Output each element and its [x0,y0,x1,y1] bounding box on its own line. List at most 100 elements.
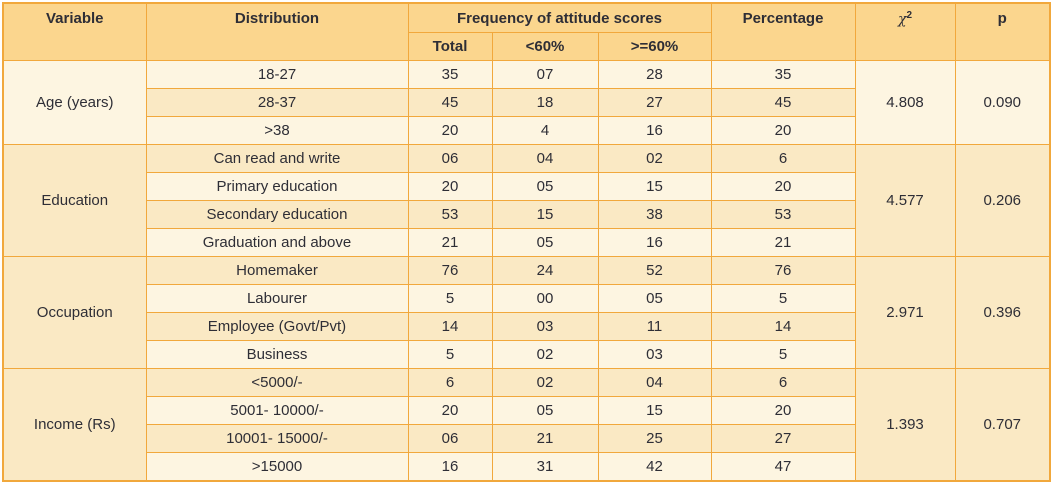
distribution-cell: >38 [145,116,409,145]
variable-cell: Age (years) [2,60,147,145]
table-row: Labourer 5 00 05 5 [3,284,1050,313]
distribution-cell: Employee (Govt/Pvt) [145,312,409,341]
table-row: 28-37 45 18 27 45 [3,88,1050,117]
total-cell: 76 [407,256,493,285]
lt60-cell: 00 [491,284,599,313]
ge60-cell: 02 [597,144,712,173]
ge60-cell: 04 [597,368,712,397]
header-row-2: Total <60% >=60% [3,32,1050,61]
percentage-cell: 35 [710,60,856,89]
table-row: >38 20 4 16 20 [3,116,1050,145]
total-cell: 45 [407,88,493,117]
lt60-cell: 18 [491,88,599,117]
header-chi-squared: χ2 [854,2,956,61]
lt60-cell: 05 [491,228,599,257]
lt60-cell: 31 [491,452,599,482]
ge60-cell: 25 [597,424,712,453]
distribution-cell: 18-27 [145,60,409,89]
variable-cell: Income (Rs) [2,368,147,482]
table-row: Education Can read and write 06 04 02 6 … [2,144,1051,257]
distribution-cell: 10001- 15000/- [145,424,409,453]
lt60-cell: 05 [491,172,599,201]
header-lt60: <60% [491,32,599,61]
header-ge60: >=60% [597,32,712,61]
lt60-cell: 24 [491,256,599,285]
lt60-cell: 02 [491,368,599,397]
ge60-cell: 15 [597,172,712,201]
ge60-cell: 16 [597,228,712,257]
p-cell: 0.396 [954,256,1051,369]
distribution-cell: <5000/- [145,368,409,397]
table-row: 10001- 15000/- 06 21 25 27 [3,424,1050,453]
lt60-cell: 4 [491,116,599,145]
ge60-cell: 11 [597,312,712,341]
lt60-cell: 15 [491,200,599,229]
ge60-cell: 16 [597,116,712,145]
distribution-cell: Primary education [145,172,409,201]
table-row: Secondary education 53 15 38 53 [3,200,1050,229]
distribution-cell: >15000 [145,452,409,482]
percentage-cell: 76 [710,256,856,285]
ge60-cell: 38 [597,200,712,229]
ge60-cell: 15 [597,396,712,425]
p-cell: 0.707 [954,368,1051,482]
header-distribution: Distribution [145,2,409,61]
header-p-value: p [954,2,1051,61]
table-row: Age (years) 18-27 35 07 28 35 4.808 0.09… [2,60,1051,145]
percentage-cell: 45 [710,88,856,117]
header-frequency-group: Frequency of attitude scores [407,2,712,33]
table-row: Employee (Govt/Pvt) 14 03 11 14 [3,312,1050,341]
header-percentage: Percentage [710,2,856,61]
ge60-cell: 42 [597,452,712,482]
total-cell: 21 [407,228,493,257]
total-cell: 06 [407,144,493,173]
total-cell: 06 [407,424,493,453]
lt60-cell: 03 [491,312,599,341]
header-variable: Variable [2,2,147,61]
chi-symbol: χ [897,11,907,28]
lt60-cell: 21 [491,424,599,453]
chi2-cell: 4.577 [854,144,956,257]
percentage-cell: 27 [710,424,856,453]
percentage-cell: 14 [710,312,856,341]
table-row: Occupation Homemaker 76 24 52 76 2.971 0… [2,256,1051,369]
variable-cell: Education [2,144,147,257]
chi2-cell: 4.808 [854,60,956,145]
total-cell: 53 [407,200,493,229]
ge60-cell: 03 [597,340,712,369]
percentage-cell: 47 [710,452,856,482]
total-cell: 14 [407,312,493,341]
percentage-cell: 5 [710,340,856,369]
total-cell: 6 [407,368,493,397]
chi-exponent: 2 [906,10,913,21]
total-cell: 20 [407,396,493,425]
total-cell: 20 [407,116,493,145]
distribution-cell: Labourer [145,284,409,313]
chi2-cell: 2.971 [854,256,956,369]
ge60-cell: 52 [597,256,712,285]
distribution-cell: 28-37 [145,88,409,117]
total-cell: 16 [407,452,493,482]
header-total: Total [407,32,493,61]
variable-cell: Occupation [2,256,147,369]
lt60-cell: 02 [491,340,599,369]
percentage-cell: 21 [710,228,856,257]
distribution-cell: Business [145,340,409,369]
percentage-cell: 5 [710,284,856,313]
total-cell: 20 [407,172,493,201]
distribution-cell: Secondary education [145,200,409,229]
percentage-cell: 53 [710,200,856,229]
chi2-cell: 1.393 [854,368,956,482]
header-row-1: Variable Distribution Frequency of attit… [2,2,1051,61]
distribution-cell: Homemaker [145,256,409,285]
p-cell: 0.206 [954,144,1051,257]
ge60-cell: 28 [597,60,712,89]
lt60-cell: 07 [491,60,599,89]
percentage-cell: 20 [710,396,856,425]
lt60-cell: 05 [491,396,599,425]
table-row: 5001- 10000/- 20 05 15 20 [3,396,1050,425]
distribution-cell: Graduation and above [145,228,409,257]
p-cell: 0.090 [954,60,1051,145]
distribution-cell: 5001- 10000/- [145,396,409,425]
